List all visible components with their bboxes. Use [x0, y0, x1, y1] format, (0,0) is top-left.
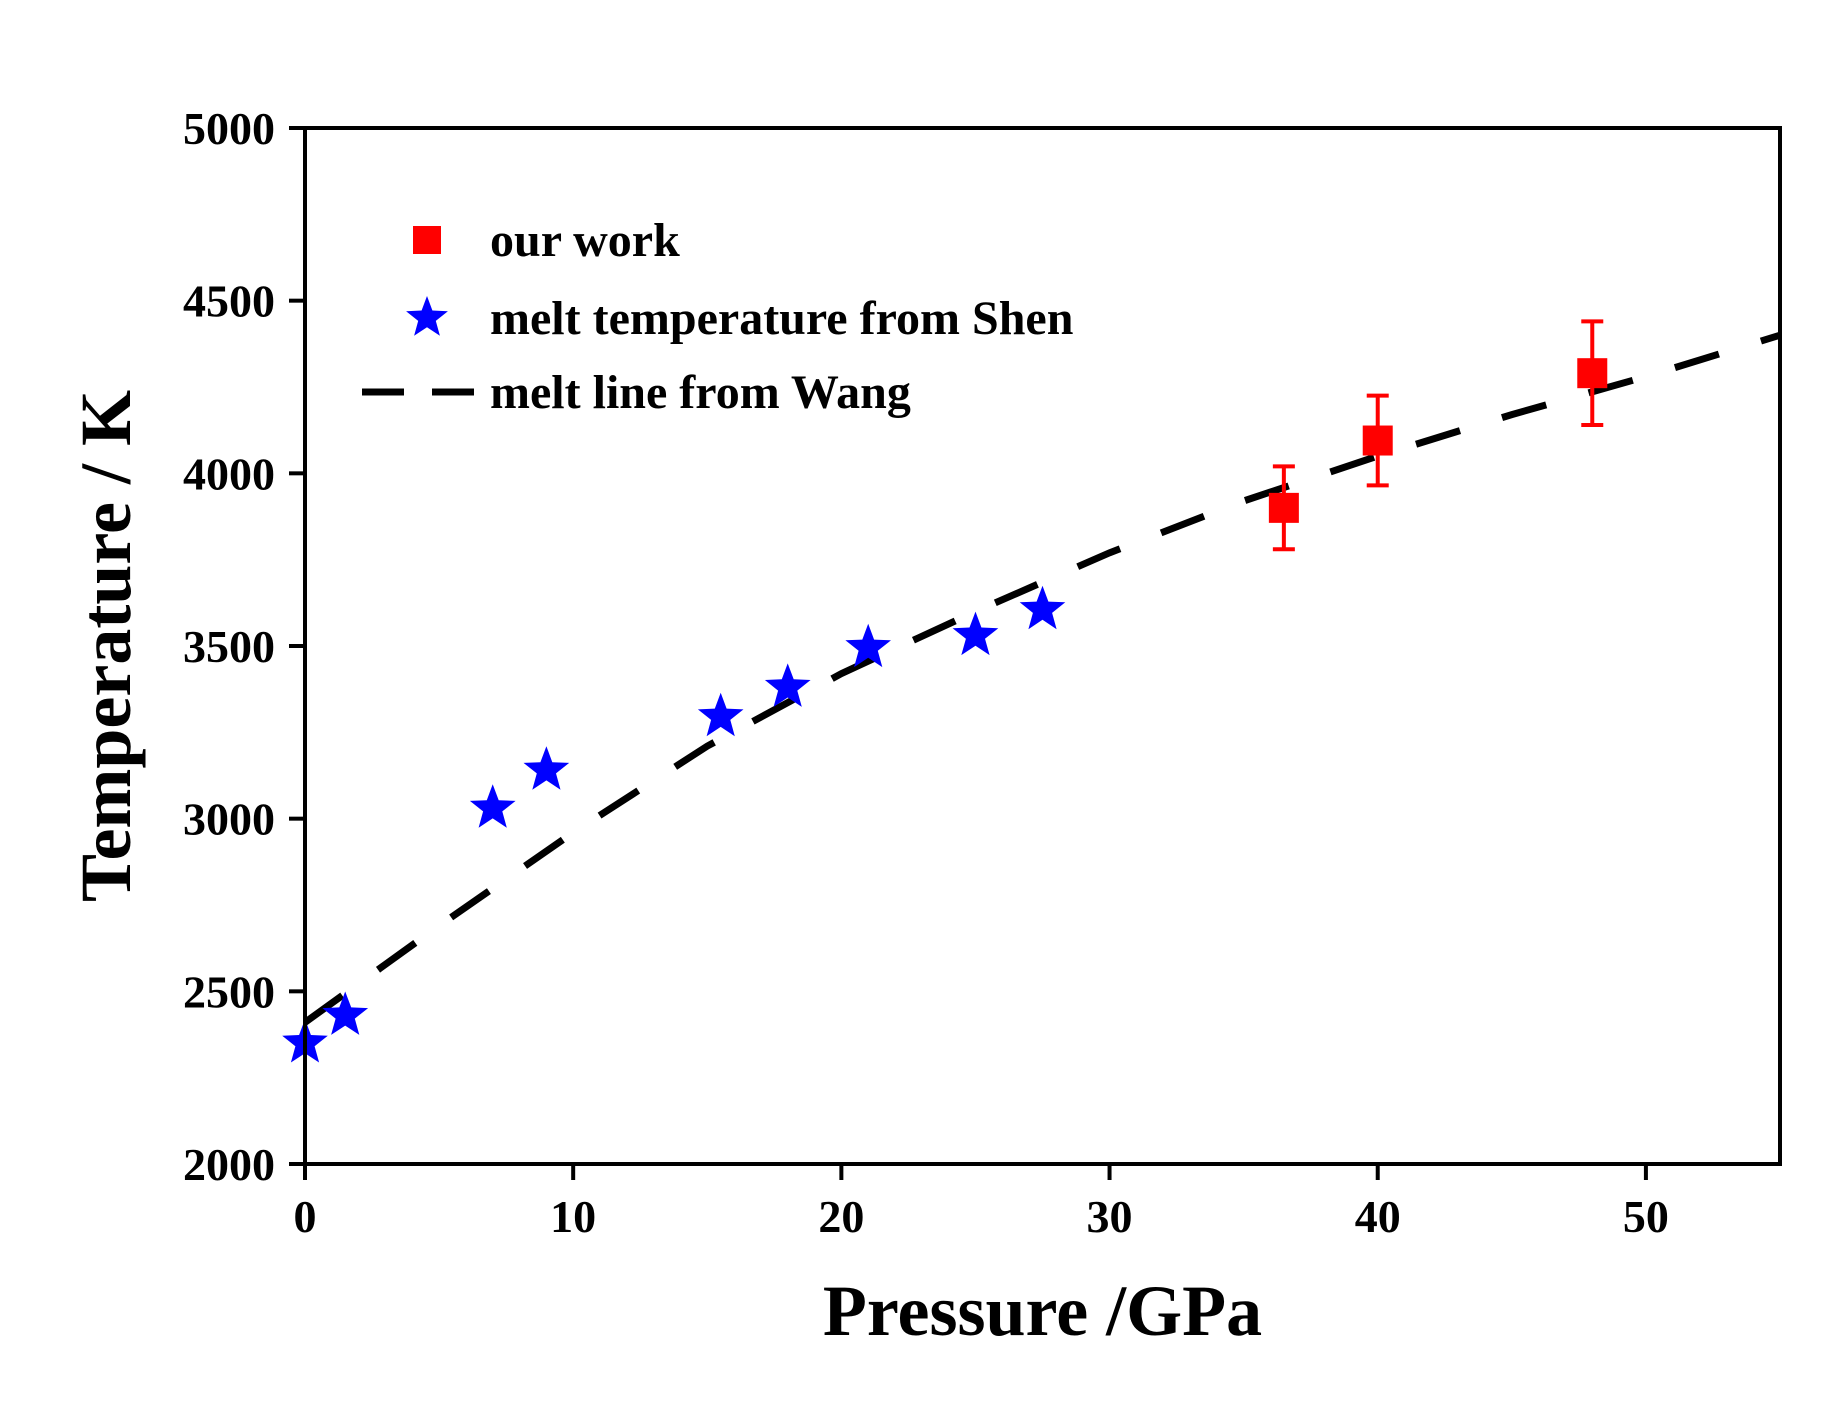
shen-star-point	[469, 784, 516, 828]
y-axis-title: Temperature / K	[66, 390, 146, 902]
shen-star-point	[1019, 585, 1066, 630]
x-axis-title: Pressure /GPa	[823, 1271, 1262, 1351]
tick-labels: 0 10 20 30 40 50 2000 2500 3000 3500 4000 4500 5000	[183, 103, 1669, 1242]
legend-label-our-work: our work	[490, 214, 680, 267]
y-tick-label: 2500	[183, 966, 275, 1017]
our-work-square	[1577, 358, 1608, 389]
x-tick-label: 30	[1087, 1191, 1133, 1242]
our-work-point	[1268, 464, 1299, 552]
legend-label-wang: melt line from Wang	[490, 366, 911, 419]
our-work-square	[1268, 492, 1299, 523]
our-work-point	[1362, 393, 1393, 488]
shen-star-point	[845, 623, 891, 668]
y-tick-label: 5000	[183, 103, 275, 154]
our-work-point	[1577, 319, 1608, 427]
y-tick-label: 2000	[183, 1139, 275, 1190]
y-tick-label: 4000	[183, 448, 275, 499]
y-tick-label: 3000	[183, 794, 275, 845]
shen-star-point	[952, 611, 999, 656]
legend: our work melt temperature from Shen melt l…	[362, 214, 1073, 419]
plot-frame	[303, 126, 1782, 1166]
our-work-square	[1362, 425, 1393, 456]
legend-square-marker	[413, 226, 441, 254]
shen-star-point	[322, 991, 369, 1035]
legend-star-marker	[406, 296, 448, 336]
data-marks-layer	[282, 319, 1608, 1063]
legend-label-shen: melt temperature from Shen	[490, 292, 1073, 345]
y-tick-label: 3500	[183, 621, 275, 672]
axis-ticks	[289, 126, 1648, 1180]
shen-star-point	[764, 663, 811, 707]
x-tick-label: 50	[1623, 1191, 1669, 1242]
x-tick-label: 20	[818, 1191, 864, 1242]
y-tick-label: 4500	[183, 276, 275, 327]
x-tick-label: 10	[550, 1191, 596, 1242]
shen-star-point	[523, 746, 570, 790]
shen-star-point	[697, 692, 744, 737]
x-tick-label: 40	[1355, 1191, 1401, 1242]
x-tick-label: 0	[294, 1191, 317, 1242]
melt-line-wang	[302, 331, 1782, 1026]
melt-line-layer	[302, 331, 1782, 1026]
